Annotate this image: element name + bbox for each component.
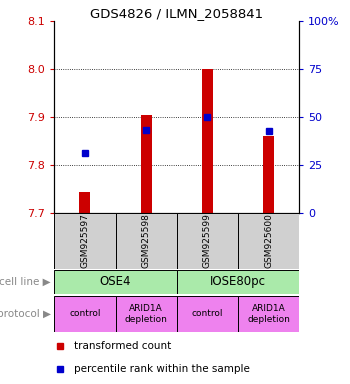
Text: protocol ▶: protocol ▶: [0, 309, 51, 319]
Bar: [238, 213, 299, 269]
Title: GDS4826 / ILMN_2058841: GDS4826 / ILMN_2058841: [90, 7, 263, 20]
Text: ARID1A
depletion: ARID1A depletion: [247, 304, 290, 324]
Text: control: control: [69, 310, 101, 318]
Bar: [177, 270, 299, 294]
Bar: [54, 296, 116, 332]
Bar: [141, 115, 152, 213]
Bar: [116, 296, 177, 332]
Text: OSE4: OSE4: [100, 275, 131, 288]
Text: transformed count: transformed count: [74, 341, 172, 351]
Text: IOSE80pc: IOSE80pc: [210, 275, 266, 288]
Bar: [116, 213, 177, 269]
Text: control: control: [192, 310, 223, 318]
Bar: [54, 213, 116, 269]
Text: cell line ▶: cell line ▶: [0, 277, 51, 287]
Text: GSM925597: GSM925597: [80, 214, 89, 268]
Text: percentile rank within the sample: percentile rank within the sample: [74, 364, 250, 374]
Bar: [177, 296, 238, 332]
Text: GSM925598: GSM925598: [142, 214, 150, 268]
Bar: [54, 270, 177, 294]
Bar: [202, 69, 213, 213]
Bar: [238, 296, 299, 332]
Bar: [79, 192, 90, 213]
Bar: [177, 213, 238, 269]
Text: GSM925600: GSM925600: [264, 214, 273, 268]
Bar: [263, 136, 274, 213]
Text: GSM925599: GSM925599: [203, 214, 212, 268]
Text: ARID1A
depletion: ARID1A depletion: [125, 304, 168, 324]
